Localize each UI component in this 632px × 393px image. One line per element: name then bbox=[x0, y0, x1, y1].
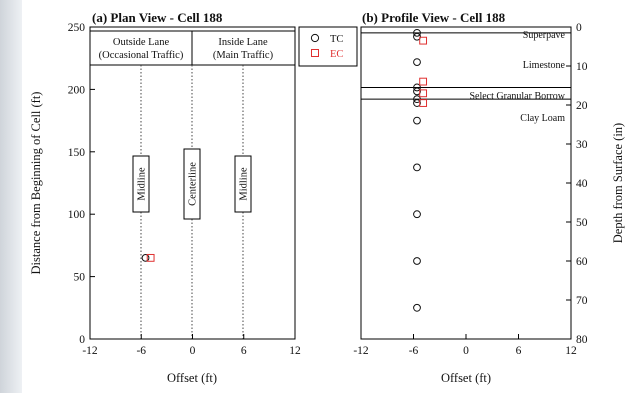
legend: TC EC bbox=[298, 26, 358, 67]
centerline-label: Centerline bbox=[188, 162, 199, 206]
legend-tc-label: TC bbox=[330, 34, 343, 45]
tc-sensor-marker bbox=[413, 32, 421, 41]
profile-x-tick-label: 12 bbox=[565, 345, 577, 357]
plan-y-tick-label: 200 bbox=[68, 84, 86, 96]
tc-sensor-marker bbox=[413, 28, 421, 37]
legend-tc-circle-icon bbox=[310, 33, 320, 43]
profile-y-tick-label: 40 bbox=[576, 178, 588, 190]
profile-x-tick-label: -6 bbox=[409, 345, 419, 357]
legend-ec-label: EC bbox=[330, 49, 343, 60]
profile-view-xlabel: Offset (ft) bbox=[441, 371, 491, 385]
plan-view-panel: (a) Plan View - Cell 188 Outside Lane (O… bbox=[29, 10, 301, 385]
legend-ec-square-icon bbox=[311, 49, 319, 57]
inside-lane-box bbox=[191, 30, 296, 66]
ec-sensor-marker bbox=[146, 253, 155, 262]
plan-view-title: (a) Plan View - Cell 188 bbox=[92, 10, 223, 25]
profile-view-title: (b) Profile View - Cell 188 bbox=[362, 10, 506, 25]
plan-x-tick-label: 6 bbox=[241, 345, 247, 357]
ec-sensor-marker bbox=[419, 89, 428, 98]
outside-lane-box bbox=[89, 30, 193, 66]
profile-view-sensors bbox=[413, 28, 428, 312]
inside-lane-traffic: (Main Traffic) bbox=[213, 50, 274, 61]
layer-clay-loam-label: Clay Loam bbox=[520, 113, 565, 124]
outside-lane-traffic: (Occasional Traffic) bbox=[99, 50, 184, 61]
layer-limestone-label: Limestone bbox=[523, 60, 566, 71]
profile-y-tick-label: 70 bbox=[576, 295, 588, 307]
layer-granular-borrow-label: Select Granular Borrow bbox=[469, 91, 565, 102]
ec-sensor-marker bbox=[419, 36, 428, 45]
layer-superpave-label: Superpave bbox=[523, 30, 566, 41]
profile-view-axes: -12 -6 0 6 12 0 10 20 30 40 50 60 70 80 bbox=[353, 22, 587, 357]
tc-sensor-marker bbox=[413, 83, 421, 92]
profile-view-panel: (b) Profile View - Cell 188 Superpave Li… bbox=[353, 10, 625, 385]
midline-label-box-left bbox=[132, 155, 150, 213]
midline-label-right: Midline bbox=[239, 167, 250, 201]
profile-y-tick-label: 80 bbox=[576, 334, 588, 346]
legend-box bbox=[298, 26, 358, 67]
profile-y-tick-label: 60 bbox=[576, 256, 588, 268]
tc-sensor-marker bbox=[413, 163, 421, 172]
tc-sensor-marker bbox=[413, 99, 421, 107]
left-gradient-strip bbox=[0, 0, 22, 393]
plan-x-tick-label: -12 bbox=[82, 345, 98, 357]
plan-view-sensors bbox=[141, 253, 155, 262]
profile-y-tick-label: 0 bbox=[576, 22, 582, 34]
profile-x-tick-label: 6 bbox=[516, 345, 522, 357]
tc-sensor-marker bbox=[141, 253, 150, 262]
plan-y-tick-label: 250 bbox=[68, 22, 86, 34]
profile-y-tick-label: 30 bbox=[576, 139, 588, 151]
ec-sensor-marker bbox=[419, 99, 428, 107]
tc-sensor-marker bbox=[413, 303, 421, 312]
midline-label-box-right bbox=[234, 155, 252, 213]
inside-lane-label: Inside Lane bbox=[218, 37, 268, 48]
layer-boundaries bbox=[361, 32, 571, 100]
profile-y-tick-label: 50 bbox=[576, 217, 588, 229]
profile-y-tick-label: 20 bbox=[576, 100, 588, 112]
tc-sensor-marker bbox=[413, 58, 421, 66]
tc-sensor-marker bbox=[413, 87, 421, 96]
tc-sensor-marker bbox=[413, 210, 421, 219]
ec-sensor-marker bbox=[419, 77, 428, 86]
plan-view-ylabel: Distance from Beginning of Cell (ft) bbox=[29, 92, 43, 275]
outside-lane-label: Outside Lane bbox=[113, 37, 170, 48]
tc-sensor-marker bbox=[413, 257, 421, 265]
plan-y-tick-label: 150 bbox=[68, 147, 86, 159]
plan-x-tick-label: -6 bbox=[136, 345, 146, 357]
plan-y-tick-label: 0 bbox=[79, 334, 85, 346]
tc-sensor-marker bbox=[413, 95, 421, 104]
profile-x-tick-label: -12 bbox=[353, 345, 369, 357]
midline-label-left: Midline bbox=[137, 167, 148, 201]
centerline-label-box bbox=[183, 148, 201, 220]
tc-sensor-marker bbox=[413, 116, 421, 125]
plan-x-tick-label: 0 bbox=[190, 345, 196, 357]
profile-view-frame bbox=[360, 26, 572, 340]
profile-view-ylabel: Depth from Surface (in) bbox=[611, 123, 625, 243]
plan-y-tick-label: 100 bbox=[68, 209, 86, 221]
plan-view-xlabel: Offset (ft) bbox=[167, 371, 217, 385]
plan-y-tick-label: 50 bbox=[74, 272, 86, 284]
plan-view-axes: -12 -6 0 6 12 0 50 100 150 200 250 bbox=[68, 22, 301, 357]
profile-y-tick-label: 10 bbox=[576, 61, 588, 73]
plan-x-tick-label: 12 bbox=[289, 345, 301, 357]
profile-x-tick-label: 0 bbox=[463, 345, 469, 357]
